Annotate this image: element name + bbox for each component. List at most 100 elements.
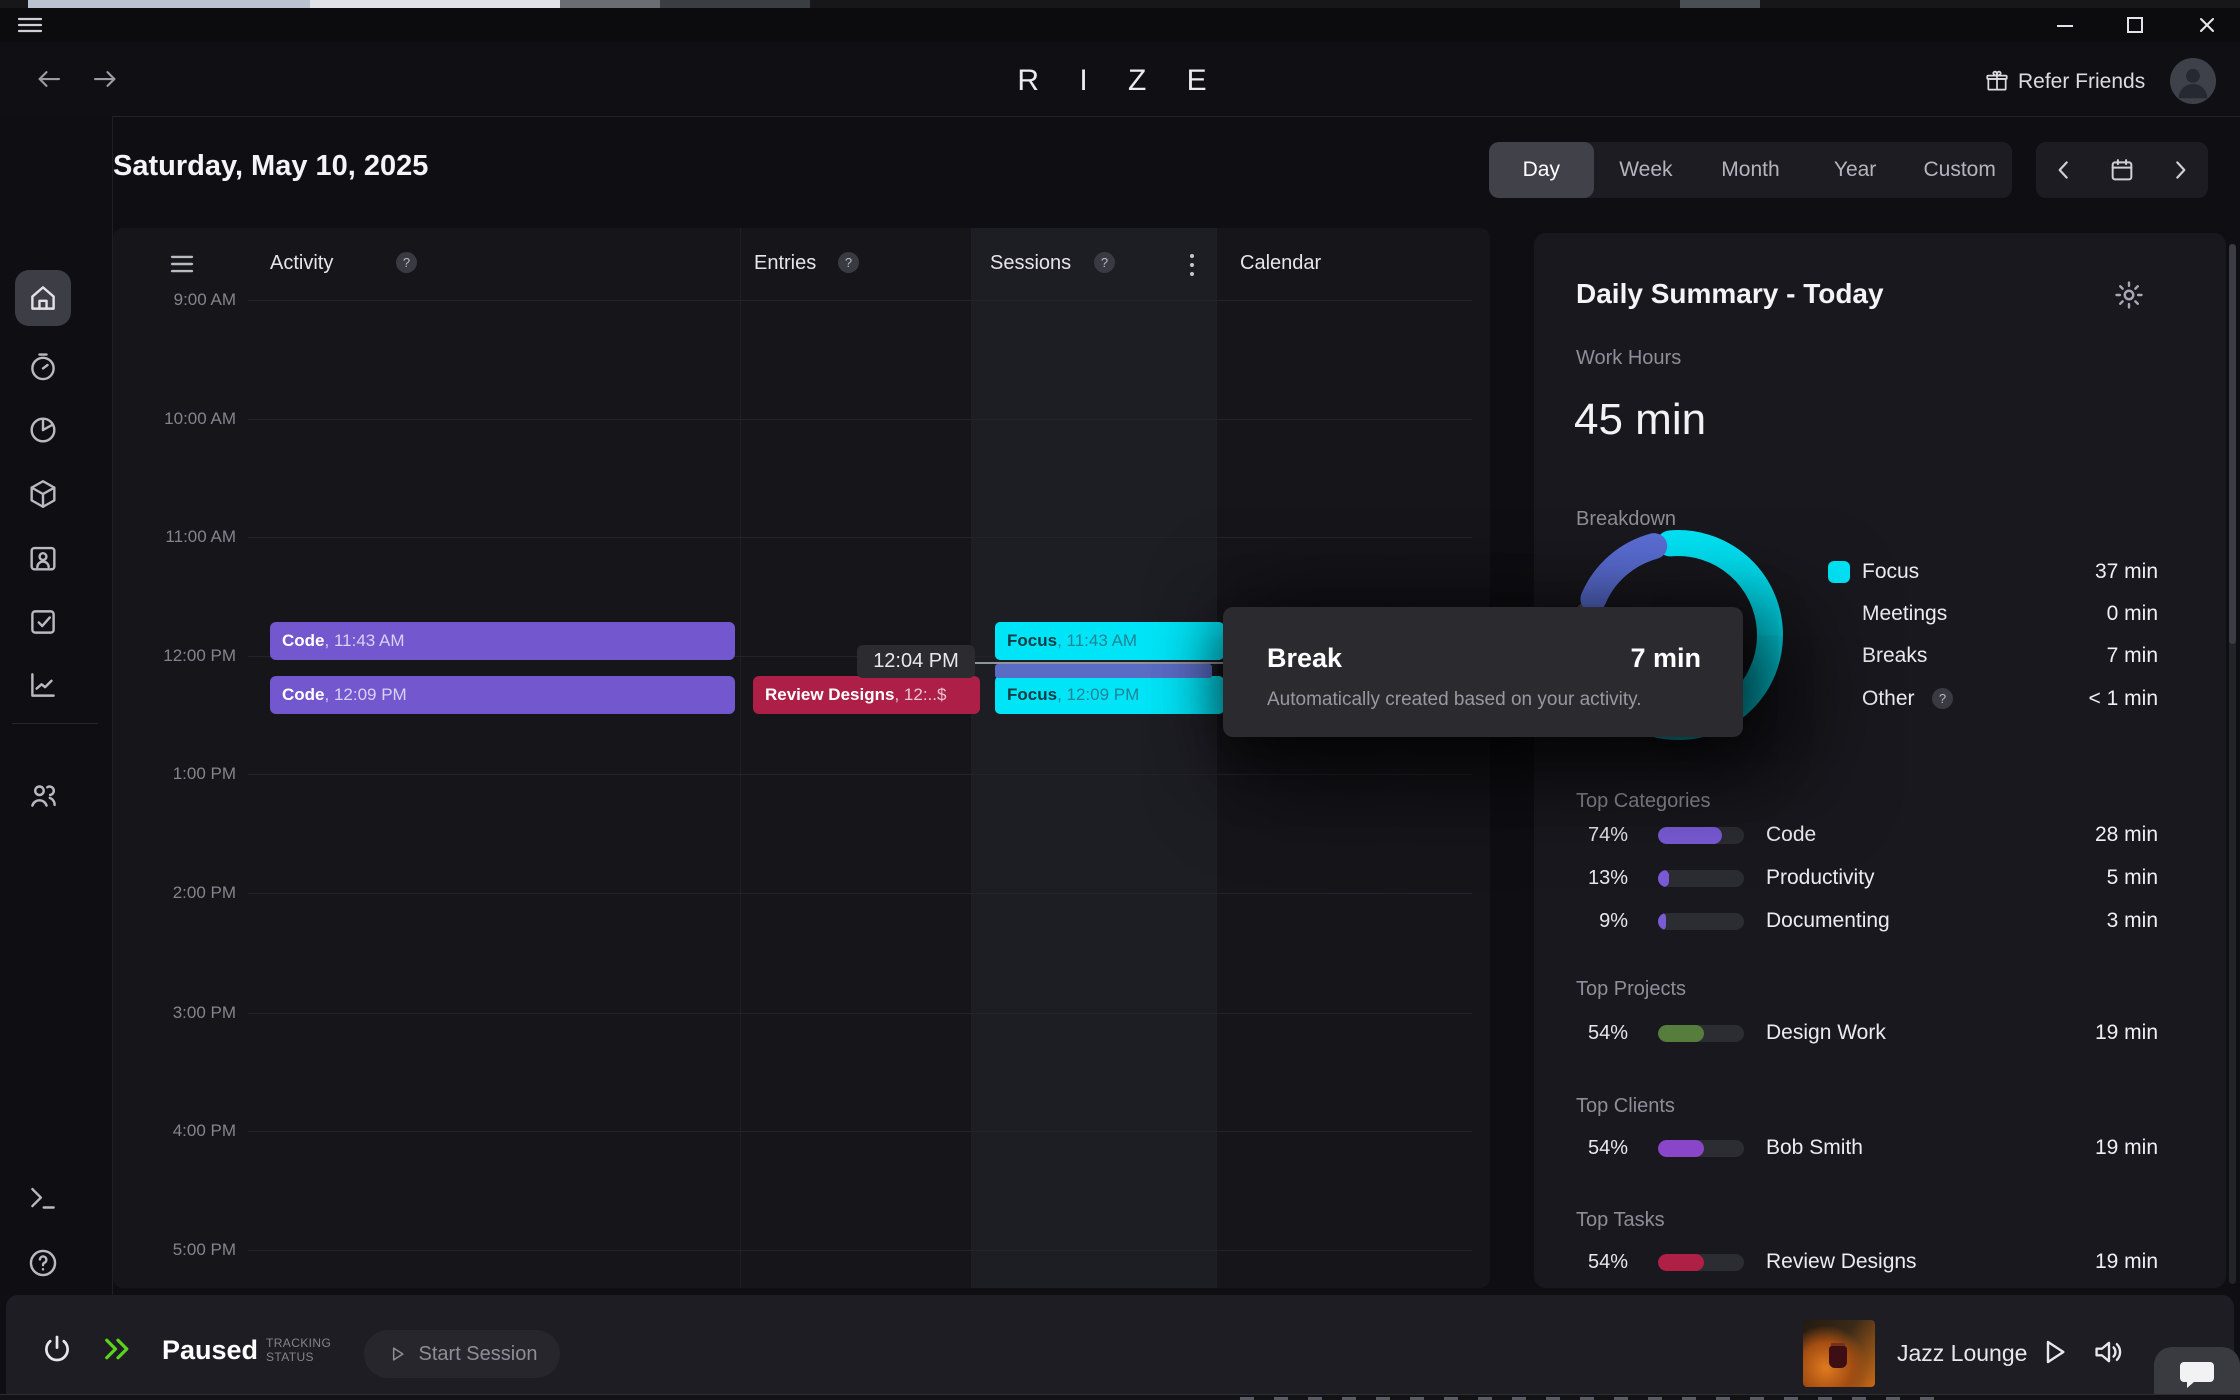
sessions-help-icon[interactable]: ? (1094, 252, 1115, 273)
column-header-calendar: Calendar (1240, 252, 1322, 274)
work-hours-value: 45 min (1574, 395, 1707, 444)
sidebar-item-timer[interactable] (26, 350, 60, 384)
prev-day-button[interactable] (2051, 157, 2077, 183)
project-bar-fill (1658, 1025, 1705, 1042)
start-session-button[interactable]: Start Session (364, 1330, 560, 1378)
sidebar-item-contact-card[interactable] (26, 541, 60, 575)
sessions-kebab-menu[interactable] (1184, 247, 1200, 283)
date-range-tabs: Day Week Month Year Custom (1489, 142, 2012, 198)
entries-help-icon[interactable]: ? (838, 252, 859, 273)
sidebar (0, 116, 113, 1400)
tab-week[interactable]: Week (1619, 158, 1673, 181)
session-break-band[interactable] (995, 664, 1212, 678)
top-projects-label: Top Projects (1576, 978, 1687, 1000)
volume-button[interactable] (2092, 1336, 2126, 1368)
chat-widget-button[interactable] (2154, 1347, 2240, 1400)
next-day-button[interactable] (2167, 157, 2193, 183)
app-header (0, 42, 2240, 117)
power-button[interactable] (40, 1332, 74, 1366)
tab-day[interactable]: Day (1489, 142, 1594, 198)
project-pct: 54% (1587, 1022, 1628, 1044)
sessions-column-highlight (971, 228, 1216, 1288)
sidebar-item-pie-chart[interactable] (26, 413, 60, 447)
summary-scrollbar-thumb[interactable] (2229, 244, 2236, 644)
legend-label-other: Other (1862, 687, 1915, 710)
hover-time-line (975, 662, 1231, 664)
time-label: 9:00 AM (173, 290, 236, 309)
legend-value-other: < 1 min (2088, 687, 2158, 710)
column-header-sessions: Sessions (990, 252, 1072, 274)
work-hours-label: Work Hours (1576, 347, 1682, 369)
hour-gridline (248, 893, 1472, 894)
summary-settings-button[interactable] (2112, 278, 2146, 312)
music-album-art[interactable] (1803, 1320, 1875, 1387)
sidebar-item-home[interactable] (26, 281, 60, 315)
daily-summary-card (1534, 233, 2226, 1288)
sidebar-item-tasks[interactable] (26, 605, 60, 639)
category-pct: 9% (1599, 910, 1628, 932)
event-review-designs[interactable]: Review Designs12:..$ (753, 676, 980, 714)
nav-forward-button[interactable] (90, 64, 120, 94)
project-value: 19 min (2094, 1021, 2158, 1044)
sidebar-item-help[interactable] (26, 1246, 60, 1280)
time-label: 10:00 AM (164, 409, 236, 428)
gift-icon (1984, 68, 2010, 94)
tab-custom[interactable]: Custom (1923, 158, 1996, 181)
time-label: 3:00 PM (172, 1003, 236, 1022)
sidebar-item-line-chart[interactable] (26, 668, 60, 702)
calendar-menu-button[interactable] (165, 247, 199, 281)
chat-bubble-icon (2180, 1361, 2214, 1388)
time-label: 11:00 AM (165, 527, 236, 546)
desktop-background-bottom (0, 1394, 2240, 1400)
maximize-button[interactable] (2124, 14, 2146, 36)
session-focus-1143[interactable]: Focus11:43 AM (995, 622, 1224, 660)
time-label: 12:00 PM (163, 646, 236, 665)
activity-help-icon[interactable]: ? (396, 252, 417, 273)
tooltip-title: Break (1267, 643, 1343, 673)
nav-back-button[interactable] (34, 64, 64, 94)
category-name: Productivity (1766, 866, 1875, 889)
sidebar-item-cube[interactable] (26, 477, 60, 511)
summary-scrollbar-track[interactable] (2229, 244, 2236, 1284)
column-divider (1216, 228, 1217, 1288)
category-bar-fill (1658, 913, 1666, 930)
calendar-card (113, 228, 1490, 1288)
hour-gridline (248, 537, 1472, 538)
avatar[interactable] (2170, 58, 2216, 104)
legend-value-focus: 37 min (2094, 560, 2158, 583)
calendar-picker-button[interactable] (2108, 156, 2136, 184)
session-focus-1209[interactable]: Focus12:09 PM (995, 676, 1224, 714)
project-bar (1658, 1025, 1744, 1042)
event-code-1209[interactable]: Code12:09 PM (270, 676, 735, 714)
tab-year[interactable]: Year (1833, 158, 1877, 181)
category-value: 5 min (2106, 866, 2158, 889)
category-pct: 13% (1587, 867, 1628, 889)
task-value: 19 min (2094, 1250, 2158, 1273)
client-pct: 54% (1587, 1137, 1628, 1159)
minimize-button[interactable] (2052, 16, 2078, 34)
legend-value-breaks: 7 min (2106, 644, 2158, 667)
tracking-status-value: Paused (162, 1335, 259, 1365)
other-help-icon[interactable]: ? (1932, 688, 1953, 709)
tooltip-description: Automatically created based on your acti… (1267, 689, 1642, 710)
tab-month[interactable]: Month (1721, 158, 1780, 181)
expand-chevrons-button[interactable] (98, 1334, 138, 1364)
event-code-1143[interactable]: Code11:43 AM (270, 622, 735, 660)
app-logo: R I Z E (1017, 64, 1223, 97)
music-play-button[interactable] (2038, 1336, 2070, 1368)
sidebar-item-team[interactable] (26, 778, 60, 812)
sidebar-item-terminal[interactable] (26, 1182, 60, 1216)
hover-time-chip: 12:04 PM (857, 645, 975, 678)
legend-value-meetings: 0 min (2106, 602, 2158, 625)
category-bar (1658, 913, 1744, 930)
category-name: Code (1766, 823, 1817, 846)
category-value: 3 min (2106, 909, 2158, 932)
category-bar-fill (1658, 827, 1722, 844)
time-label: 4:00 PM (172, 1121, 236, 1140)
category-name: Documenting (1766, 909, 1890, 932)
window-menu-button[interactable] (16, 14, 44, 36)
page-title-date: Saturday, May 10, 2025 (113, 150, 429, 182)
close-button[interactable] (2196, 14, 2218, 36)
background-window-edge (28, 0, 310, 8)
